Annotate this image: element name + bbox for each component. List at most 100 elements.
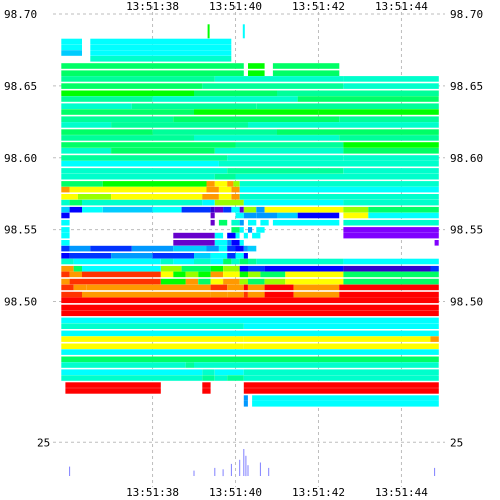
heatmap-cell (223, 206, 232, 213)
heatmap-cell (235, 212, 244, 219)
heatmap-cell (256, 227, 265, 233)
heatmap-cell (69, 271, 82, 278)
heatmap-cell (102, 181, 207, 187)
heatmap-cell (185, 278, 199, 285)
heatmap-cell (272, 70, 340, 76)
heatmap-cell (227, 168, 344, 174)
heatmap-cell (252, 395, 439, 401)
volume-bar (259, 462, 261, 476)
heatmap-cell (243, 388, 439, 394)
heatmap-cell (73, 284, 87, 291)
heatmap-cell (243, 382, 439, 388)
heatmap-cell (185, 271, 199, 278)
heatmap-cell (61, 103, 132, 109)
heatmap-cell (61, 122, 112, 128)
heatmap-cell (210, 271, 223, 278)
heatmap-cell (248, 245, 257, 252)
axis-tick-labels: 13:51:38 13:51:38 13:51:40 13:51:40 13:51:42… (4, 0, 483, 499)
heatmap-cell (202, 194, 219, 200)
heatmap-cell (61, 349, 439, 355)
heatmap-cell (61, 160, 219, 167)
volume-tick-label-left: 25 (37, 436, 50, 449)
x-tick-label-bottom: 13:51:38 (126, 486, 179, 499)
heatmap-cell (160, 271, 174, 278)
heatmap-cell (293, 291, 340, 298)
heatmap-cell (239, 265, 248, 272)
heatmap-cell (243, 206, 257, 213)
heatmap-cell (231, 240, 240, 246)
heatmap-cell (243, 232, 248, 239)
heatmap-cell (227, 253, 236, 259)
volume-bar (245, 455, 247, 477)
heatmap-cell (285, 271, 344, 278)
x-tick-label-bottom: 13:51:44 (375, 486, 428, 499)
heatmap-cell (343, 148, 439, 154)
heatmap-cell (73, 265, 82, 272)
heatmap-cell (61, 232, 70, 239)
heatmap-cell (210, 219, 215, 226)
heatmap-cell (231, 258, 240, 265)
heatmap-cell (77, 194, 112, 200)
heatmap-cell (69, 206, 82, 213)
heatmap-cell (243, 245, 248, 252)
heatmap-cell (61, 212, 70, 219)
heatmap-cell (231, 206, 240, 213)
heatmap-cell (61, 155, 228, 161)
heatmap-cell (173, 258, 194, 265)
heatmap-cell (430, 336, 439, 342)
heatmap-cell (227, 375, 244, 381)
heatmap-cell (202, 199, 215, 206)
heatmap-cell (214, 375, 228, 381)
x-tick-label-top: 13:51:38 (126, 0, 179, 13)
heatmap-cell (339, 284, 439, 291)
heatmap-cell (214, 181, 228, 187)
heatmap-cell (277, 129, 439, 135)
heatmap-cell (61, 116, 174, 122)
heatmap-cell (61, 142, 236, 148)
heatmap-cell (82, 199, 203, 206)
heatmap-cell (210, 206, 215, 213)
y-tick-label-right: 98.55 (450, 224, 483, 237)
heatmap-cell (248, 278, 265, 285)
heatmap-cell (218, 219, 228, 226)
heatmap-cell (218, 194, 232, 200)
heatmap-cell (239, 186, 439, 193)
heatmap-cell (248, 271, 261, 278)
y-tick-label-left: 98.65 (4, 80, 37, 93)
heatmap-cell (248, 258, 257, 265)
heatmap-cell (248, 291, 265, 298)
heatmap-cell (160, 258, 174, 265)
heatmap-cell (61, 271, 70, 278)
heatmap-cell (152, 206, 182, 213)
heatmap-cell (343, 168, 439, 174)
heatmap-cell (202, 382, 211, 388)
heatmap-cell (82, 291, 211, 298)
heatmap-cell (173, 232, 215, 239)
heatmap-cell (434, 240, 439, 246)
heatmap-cell (277, 90, 439, 97)
heatmap-cell (61, 291, 82, 298)
heatmap-cell (223, 271, 240, 278)
y-tick-label-left: 98.60 (4, 152, 37, 165)
heatmap-cell (243, 199, 344, 206)
heatmap-cell (243, 212, 257, 219)
volume-bar (222, 469, 224, 477)
heatmap-cell (214, 148, 344, 154)
heatmap-cell (61, 199, 70, 206)
heatmap-cell (343, 76, 439, 82)
y-tick-label-right: 98.50 (450, 296, 483, 309)
heatmap-cell (243, 253, 248, 259)
heatmap-cell (86, 284, 211, 291)
heatmap-cell (82, 206, 103, 213)
heatmap-cell (61, 173, 215, 180)
heatmap-cell (227, 291, 244, 298)
heatmap-cell (61, 240, 70, 246)
heatmap-cell (235, 232, 240, 239)
heatmap-cell (61, 90, 194, 97)
heatmap-cell (61, 253, 70, 259)
heatmap-cell (69, 186, 207, 193)
heatmap-cell (218, 186, 232, 193)
heatmap-cell (297, 212, 340, 219)
heatmap-cell (61, 284, 74, 291)
